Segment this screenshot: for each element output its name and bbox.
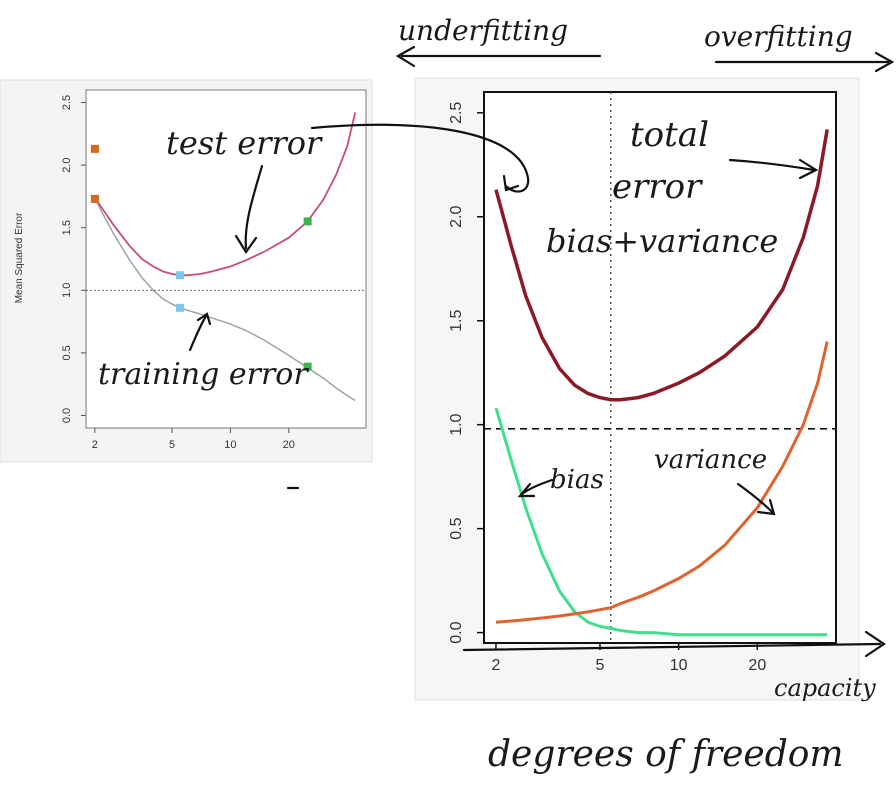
bias-arrowhead bbox=[517, 482, 536, 498]
y-tick-label: 0.0 bbox=[61, 408, 73, 423]
total-label: total bbox=[630, 115, 709, 155]
x-tick-label: 10 bbox=[224, 439, 236, 451]
capacity-axis-arrow bbox=[462, 642, 882, 652]
overfitting-label: overfitting bbox=[704, 20, 853, 53]
test-to-total-arrowhead bbox=[502, 174, 520, 192]
x-tick-label: 20 bbox=[748, 657, 766, 674]
x-tick-label: 5 bbox=[596, 657, 605, 674]
x-tick-label: 20 bbox=[283, 439, 295, 451]
test-error-label: test error bbox=[166, 124, 323, 162]
left-points bbox=[90, 144, 312, 371]
bias-label: bias bbox=[550, 465, 604, 495]
degrees-of-freedom-label: degrees of freedom bbox=[488, 734, 844, 775]
x-tick-label: 2 bbox=[92, 439, 98, 451]
y-tick-label: 1.5 bbox=[448, 309, 465, 331]
right-plot: 0.0 0.5 1.0 1.5 2.0 2.5 2 5 10 20 bbox=[448, 91, 837, 674]
capacity-axis-arrowhead bbox=[864, 630, 886, 658]
test-error-arrowhead bbox=[234, 234, 258, 254]
total-error-arrowhead bbox=[798, 158, 819, 180]
bias-curve bbox=[494, 407, 828, 637]
x-tick-label: 2 bbox=[492, 657, 501, 674]
left-plot-area bbox=[85, 89, 367, 429]
x-tick-label: 5 bbox=[169, 439, 175, 451]
y-tick-label: 1.0 bbox=[61, 283, 73, 298]
data-point bbox=[90, 144, 99, 153]
y-tick-label: 0.5 bbox=[61, 345, 73, 360]
data-point bbox=[176, 271, 185, 280]
underfitting-label: underfitting bbox=[398, 14, 568, 47]
variance-label: variance bbox=[654, 445, 767, 475]
overfitting-arrowhead bbox=[874, 51, 895, 73]
y-tick-label: 2.0 bbox=[448, 206, 465, 228]
underfitting-arrowhead bbox=[395, 45, 416, 68]
variance-arrow bbox=[736, 482, 774, 514]
data-point bbox=[303, 362, 312, 371]
test-to-total-arrow bbox=[310, 123, 530, 193]
error-label: error bbox=[612, 167, 703, 207]
y-tick-label: 1.5 bbox=[61, 220, 73, 235]
left-test-error-curve bbox=[94, 112, 357, 277]
data-point bbox=[176, 303, 185, 312]
left-ylabel: Mean Squared Error bbox=[14, 212, 25, 303]
y-tick-label: 1.0 bbox=[448, 413, 465, 435]
y-tick-label: 2.5 bbox=[448, 102, 465, 124]
data-point bbox=[90, 194, 99, 203]
left-axis-ticks: 0.0 0.5 1.0 1.5 2.0 2.5 2 5 10 20 bbox=[61, 95, 295, 451]
y-tick-label: 0.5 bbox=[448, 517, 465, 539]
right-plot-area bbox=[483, 91, 837, 644]
total-error-curve bbox=[494, 129, 829, 402]
x-tick-label: 10 bbox=[670, 657, 688, 674]
y-tick-label: 0.0 bbox=[448, 621, 465, 643]
test-error-arrow bbox=[244, 164, 264, 250]
training-error-arrow bbox=[188, 314, 208, 352]
variance-curve bbox=[495, 341, 829, 624]
right-axis-ticks: 0.0 0.5 1.0 1.5 2.0 2.5 2 5 10 20 bbox=[448, 102, 766, 674]
y-tick-label: 2.5 bbox=[61, 95, 73, 110]
bias-plus-variance-label: bias+variance bbox=[546, 222, 778, 260]
total-error-arrow bbox=[728, 158, 816, 172]
variance-arrowhead bbox=[756, 498, 776, 516]
training-error-arrowhead bbox=[196, 312, 212, 326]
hand-arrows bbox=[188, 45, 895, 658]
data-point bbox=[303, 217, 312, 226]
training-error-label: training error bbox=[98, 357, 309, 392]
capacity-label: capacity bbox=[774, 674, 876, 702]
y-tick-label: 2.0 bbox=[61, 157, 73, 172]
